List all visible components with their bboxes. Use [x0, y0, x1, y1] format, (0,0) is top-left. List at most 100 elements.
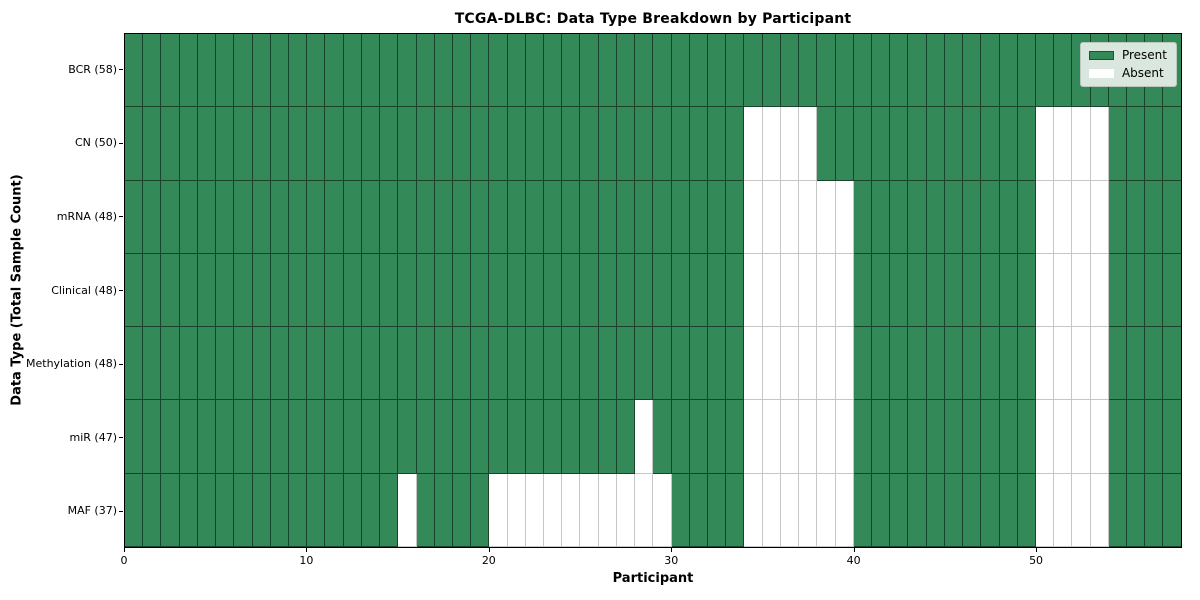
heatmap-cell-miR-p40	[853, 400, 872, 474]
heatmap-cell-Clinical-p39	[835, 253, 854, 328]
heatmap-cell-Methylation-p6	[234, 327, 253, 401]
heatmap-cell-CN-p49	[1017, 107, 1036, 181]
heatmap-cell-CN-p47	[981, 107, 1000, 181]
heatmap-cell-CN-p36	[780, 107, 800, 181]
y-tick-label-BCR: BCR (58)	[68, 62, 117, 76]
heatmap-cell-Clinical-p43	[908, 253, 927, 328]
heatmap-cell-BCR-p44	[926, 34, 945, 108]
heatmap-cell-miR-p56	[1145, 400, 1164, 474]
x-axis-label: Participant	[612, 571, 694, 586]
heatmap-cell-CN-p31	[689, 107, 708, 181]
heatmap-cell-Methylation-p7	[252, 327, 271, 401]
heatmap-cell-miR-p33	[726, 400, 745, 474]
heatmap-cell-CN-p46	[963, 107, 982, 181]
heatmap-cell-Methylation-p41	[871, 327, 891, 401]
heatmap-cell-BCR-p20	[489, 34, 508, 108]
heatmap-cell-miR-p22	[525, 400, 545, 474]
heatmap-cell-Clinical-p49	[1017, 253, 1036, 328]
heatmap-cell-Methylation-p52	[1072, 327, 1091, 401]
heatmap-cell-BCR-p36	[780, 34, 800, 108]
legend-absent-label: Absent	[1121, 66, 1164, 80]
heatmap-cell-Clinical-p23	[544, 253, 563, 328]
heatmap-cell-Clinical-p0	[125, 253, 144, 328]
heatmap-cell-BCR-p11	[325, 34, 344, 108]
heatmap-cell-miR-p38	[817, 400, 836, 474]
heatmap-cell-Clinical-p4	[197, 253, 217, 328]
heatmap-cell-CN-p17	[434, 107, 453, 181]
heatmap-cell-MAF-p36	[780, 473, 800, 547]
heatmap-cell-MAF-p3	[179, 473, 198, 547]
heatmap-cell-CN-p3	[179, 107, 198, 181]
heatmap-cell-Methylation-p38	[817, 327, 836, 401]
heatmap-cell-MAF-p18	[452, 473, 472, 547]
heatmap-cell-Methylation-p3	[179, 327, 198, 401]
heatmap-cell-mRNA-p15	[398, 180, 417, 254]
heatmap-cell-CN-p42	[890, 107, 909, 181]
heatmap-cell-Methylation-p27	[616, 327, 636, 401]
heatmap-cell-Methylation-p36	[780, 327, 800, 401]
heatmap-cell-MAF-p51	[1054, 473, 1073, 547]
legend-item-absent: Absent	[1088, 66, 1167, 80]
heatmap-cell-Clinical-p46	[963, 253, 982, 328]
heatmap-cell-miR-p10	[307, 400, 326, 474]
heatmap-cell-CN-p51	[1054, 107, 1073, 181]
heatmap-cell-CN-p28	[635, 107, 654, 181]
heatmap-cell-Clinical-p21	[507, 253, 526, 328]
heatmap-cell-CN-p43	[908, 107, 927, 181]
heatmap-cell-mRNA-p33	[726, 180, 745, 254]
heatmap-cell-Clinical-p27	[616, 253, 636, 328]
heatmap-cell-Methylation-p46	[963, 327, 982, 401]
heatmap-cell-BCR-p29	[653, 34, 672, 108]
heatmap-cell-CN-p14	[380, 107, 399, 181]
heatmap-cell-CN-p18	[452, 107, 472, 181]
heatmap-cell-Clinical-p17	[434, 253, 453, 328]
heatmap-cell-miR-p9	[288, 400, 308, 474]
heatmap-cell-Clinical-p2	[161, 253, 180, 328]
heatmap-cell-CN-p50	[1035, 107, 1055, 181]
heatmap-cell-mRNA-p0	[125, 180, 144, 254]
heatmap-cell-MAF-p20	[489, 473, 508, 547]
heatmap-cell-MAF-p57	[1163, 473, 1181, 547]
heatmap-cell-CN-p1	[143, 107, 162, 181]
heatmap-cell-miR-p18	[452, 400, 472, 474]
x-tick-mark	[1036, 548, 1038, 552]
heatmap-cell-miR-p5	[216, 400, 235, 474]
heatmap-cell-Clinical-p24	[562, 253, 581, 328]
heatmap-cell-Methylation-p32	[708, 327, 727, 401]
heatmap-cell-miR-p41	[871, 400, 891, 474]
heatmap-cell-mRNA-p35	[762, 180, 781, 254]
heatmap-cell-CN-p44	[926, 107, 945, 181]
heatmap-cell-CN-p7	[252, 107, 271, 181]
heatmap-cell-Clinical-p34	[744, 253, 763, 328]
y-tick-mark	[119, 290, 123, 291]
heatmap-cell-mRNA-p18	[452, 180, 472, 254]
heatmap-cell-Methylation-p26	[598, 327, 617, 401]
heatmap-cell-Clinical-p10	[307, 253, 326, 328]
heatmap-cell-mRNA-p17	[434, 180, 453, 254]
heatmap-cell-Methylation-p51	[1054, 327, 1073, 401]
heatmap-cell-miR-p46	[963, 400, 982, 474]
heatmap-cell-mRNA-p56	[1145, 180, 1164, 254]
heatmap-cell-Clinical-p52	[1072, 253, 1091, 328]
heatmap-cell-Methylation-p11	[325, 327, 344, 401]
heatmap-cell-mRNA-p21	[507, 180, 526, 254]
heatmap-cell-BCR-p2	[161, 34, 180, 108]
heatmap-cell-MAF-p12	[343, 473, 362, 547]
y-tick-label-Clinical: Clinical (48)	[51, 283, 117, 297]
heatmap-cell-miR-p52	[1072, 400, 1091, 474]
heatmap-cell-CN-p11	[325, 107, 344, 181]
heatmap-cell-MAF-p52	[1072, 473, 1091, 547]
heatmap-cell-Methylation-p45	[944, 327, 964, 401]
heatmap-cell-miR-p23	[544, 400, 563, 474]
legend-item-present: Present	[1088, 49, 1167, 62]
heatmap-cell-mRNA-p51	[1054, 180, 1073, 254]
heatmap-cell-miR-p12	[343, 400, 362, 474]
heatmap-cell-MAF-p35	[762, 473, 781, 547]
heatmap-cell-MAF-p41	[871, 473, 891, 547]
heatmap-cell-miR-p49	[1017, 400, 1036, 474]
heatmap-cell-Clinical-p18	[452, 253, 472, 328]
heatmap-cell-mRNA-p23	[544, 180, 563, 254]
heatmap-cell-Methylation-p16	[416, 327, 435, 401]
heatmap-cell-mRNA-p38	[817, 180, 836, 254]
heatmap-cell-BCR-p38	[817, 34, 836, 108]
